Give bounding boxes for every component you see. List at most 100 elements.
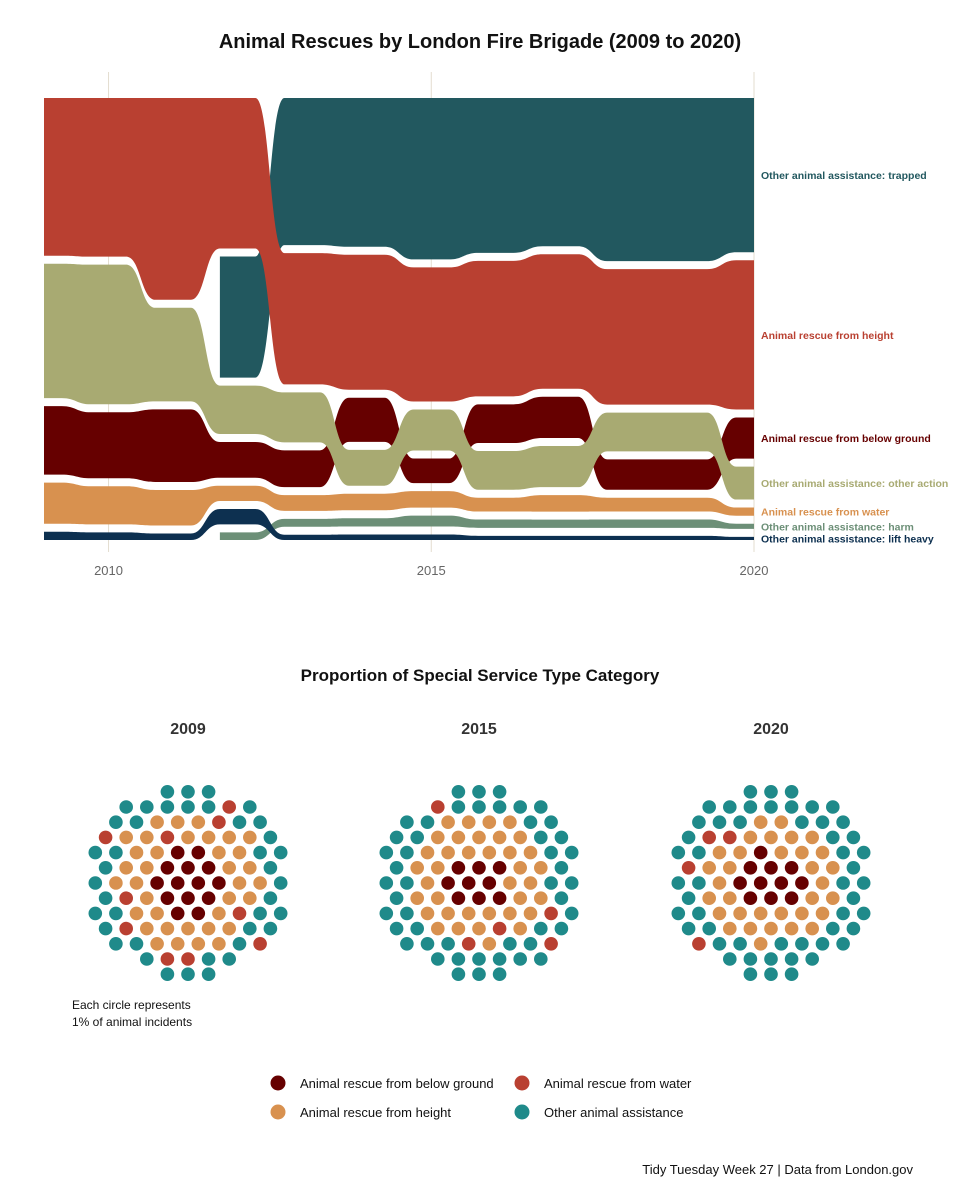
dot-other [253, 815, 267, 829]
dot-other [846, 861, 861, 875]
dot-below-ground [784, 891, 799, 905]
dot-other [702, 800, 716, 814]
x-tick-label: 2015 [417, 563, 446, 578]
dot-other [733, 937, 747, 951]
dot-height [160, 921, 175, 936]
dot-other [534, 830, 548, 845]
dot-other [201, 967, 216, 981]
dot-height [431, 891, 445, 905]
dot-other [379, 876, 394, 890]
dot-height [815, 906, 830, 921]
dot-height [805, 830, 819, 845]
dot-height [523, 906, 538, 921]
dot-height [503, 906, 517, 921]
dot-height [784, 830, 799, 845]
dot-height [472, 921, 486, 936]
dot-other [88, 906, 103, 921]
dot-height [523, 845, 538, 860]
dot-other [795, 815, 809, 829]
dot-other [856, 845, 871, 860]
stream-other-animal-assistance-lift-heavy [44, 509, 754, 540]
dot-other [795, 937, 809, 951]
dot-other [681, 891, 696, 905]
panel-year-label: 2009 [170, 721, 206, 738]
dot-other [109, 815, 123, 829]
dot-height [243, 861, 257, 875]
dot-other [671, 906, 686, 921]
dot-height [431, 861, 445, 875]
dot-height [534, 891, 548, 905]
dot-height [431, 830, 445, 845]
dot-below-ground [472, 861, 486, 875]
dot-other [222, 952, 236, 966]
dot-other [181, 967, 195, 981]
dot-height [712, 845, 727, 860]
dot-height [764, 830, 778, 845]
dot-height [222, 921, 236, 936]
dot-other [523, 937, 538, 951]
dot-other [243, 800, 257, 814]
dot-below-ground [472, 891, 486, 905]
dot-other [815, 937, 830, 951]
dot-other [784, 785, 799, 799]
dot-other [181, 800, 195, 814]
dot-other [379, 906, 394, 921]
dot-other [826, 921, 840, 936]
dot-height [140, 921, 154, 936]
stream-other-animal-assistance-other-action [44, 263, 754, 500]
dot-height [482, 815, 497, 829]
dot-other [129, 815, 144, 829]
dot-other [846, 891, 861, 905]
dot-below-ground [764, 861, 778, 875]
dot-other [554, 861, 569, 875]
dot-other [826, 800, 840, 814]
dot-water [181, 952, 195, 966]
dot-height [805, 891, 819, 905]
dot-water [119, 891, 133, 905]
series-label-animal-rescue-from-water: Animal rescue from water [761, 507, 889, 519]
dot-height [140, 891, 154, 905]
dot-other [129, 937, 144, 951]
dot-height [764, 921, 778, 936]
dot-other [492, 785, 507, 799]
dot-other [503, 937, 517, 951]
dot-height [140, 861, 154, 875]
dot-other [441, 937, 455, 951]
dot-other [846, 921, 861, 936]
dot-other [544, 845, 558, 860]
dot-other [523, 815, 538, 829]
dot-below-ground [170, 876, 185, 890]
dot-chart-title: Proportion of Special Service Type Categ… [301, 666, 660, 685]
dot-other [671, 876, 686, 890]
dot-other [451, 967, 466, 981]
series-label-other-animal-assistance-other-action: Other animal assistance: other action [761, 478, 948, 490]
legend: Animal rescue from below ground Animal re… [270, 1075, 692, 1120]
dot-other [451, 785, 466, 799]
dot-panel-2020: 2020 [671, 721, 871, 981]
dot-height [451, 921, 466, 936]
dot-other [472, 785, 486, 799]
dot-height [170, 815, 185, 829]
caption: Tidy Tuesday Week 27 | Data from London.… [642, 1162, 913, 1177]
dot-other [564, 845, 579, 860]
dot-below-ground [170, 906, 185, 921]
legend-label: Other animal assistance [544, 1105, 683, 1120]
legend-label: Animal rescue from below ground [300, 1076, 494, 1091]
dot-other [681, 921, 696, 936]
dot-below-ground [784, 861, 799, 875]
dot-height [222, 830, 236, 845]
dot-height [723, 921, 737, 936]
dot-other [733, 815, 747, 829]
dot-other [389, 830, 404, 845]
dot-water [119, 921, 133, 936]
dot-height [733, 845, 747, 860]
dot-height [119, 861, 133, 875]
dot-other [784, 967, 799, 981]
dot-height [201, 921, 216, 936]
dot-height [513, 921, 527, 936]
dot-height [410, 861, 425, 875]
dot-height [472, 830, 486, 845]
dot-other [544, 815, 558, 829]
dot-other [856, 906, 871, 921]
